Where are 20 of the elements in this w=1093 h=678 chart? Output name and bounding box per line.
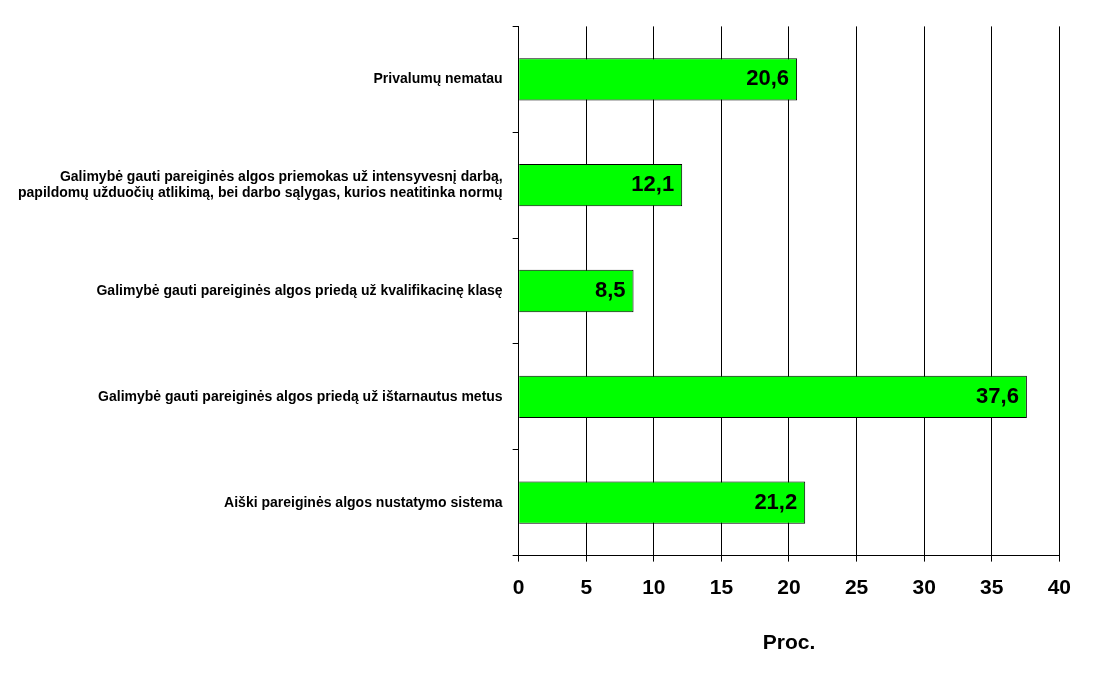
x-tick-label: 20: [777, 575, 801, 598]
y-tick-label: Aiški pareiginės algos nustatymo sistema: [224, 493, 503, 510]
x-tick-label: 5: [580, 575, 593, 598]
x-tick-label: 30: [912, 575, 936, 598]
x-tick-label: 25: [844, 575, 869, 598]
y-tick-label: Privalumų nematau: [373, 70, 503, 87]
x-axis-title: Proc.: [762, 630, 816, 654]
data-label: 12,1: [631, 171, 675, 197]
x-tick-label: 10: [642, 575, 666, 598]
data-label: 21,2: [754, 488, 798, 514]
x-tick-label: 40: [1047, 575, 1071, 598]
x-tick-label: 0: [512, 575, 525, 598]
data-label: 8,5: [594, 277, 626, 303]
x-tick-label: 15: [709, 575, 734, 598]
data-label: 37,6: [976, 382, 1019, 408]
data-label: 20,6: [746, 65, 790, 91]
y-tick-label: Galimybė gauti pareiginės algos priedą už ištarnautus metus: [98, 387, 503, 404]
x-tick-label: 35: [980, 575, 1004, 598]
y-tick-label: Galimybė gauti pareiginės algos priedą už kvalifikacinę klasę: [96, 281, 503, 298]
y-tick-label: Galimybė gauti pareiginės algos priemokas už intensyvesnį darbą, papildomų užduočių atlikimą, bei darbo sąlygas, kurios neatitinka normų: [17, 167, 503, 201]
